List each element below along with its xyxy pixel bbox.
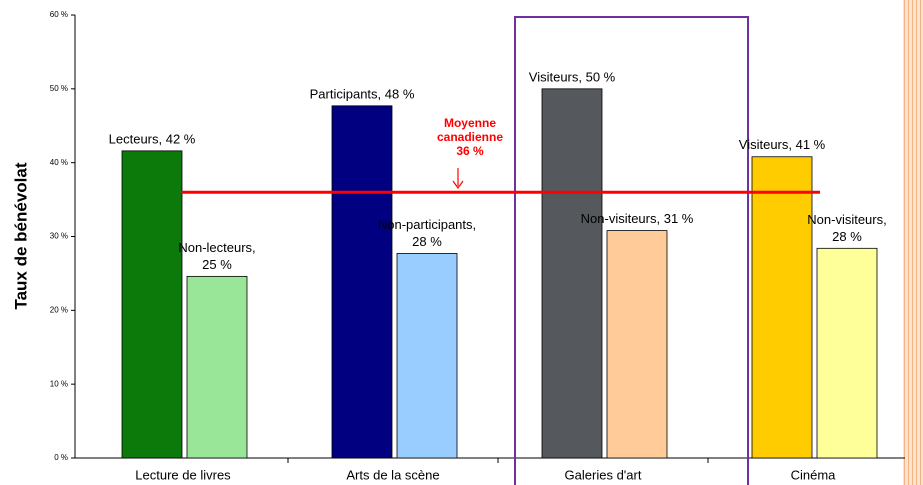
y-tick-label: 0 %	[54, 453, 68, 462]
value-label: 28 %	[832, 229, 862, 244]
annotation: 36 %	[456, 144, 484, 158]
bar	[186, 275, 248, 459]
y-tick-label: 20 %	[50, 305, 68, 314]
value-label: Non-lecteurs,	[178, 240, 255, 255]
highlight-box	[514, 16, 749, 485]
value-label: Non-participants,	[378, 217, 476, 232]
x-tick-label: Cinéma	[791, 467, 837, 482]
bar	[606, 230, 668, 459]
value-label: 28 %	[412, 234, 442, 249]
y-tick-label: 30 %	[50, 232, 68, 241]
y-tick-label: 40 %	[50, 158, 68, 167]
x-tick-label: Arts de la scène	[346, 467, 439, 482]
y-tick-label: 10 %	[50, 379, 68, 388]
x-tick-label: Galeries d'art	[565, 467, 642, 482]
annotation-arrowhead	[452, 180, 464, 190]
bar	[541, 88, 603, 459]
y-axis-label: Taux de bénévolat	[11, 162, 30, 309]
annotation: canadienne	[437, 130, 503, 144]
value-label: 25 %	[202, 257, 232, 272]
value-label: Non-visiteurs,	[807, 212, 886, 227]
bar	[331, 105, 393, 459]
x-tick-label: Lecture de livres	[135, 467, 231, 482]
bar	[816, 247, 878, 459]
value-label: Lecteurs, 42 %	[109, 131, 196, 146]
value-label: Visiteurs, 50 %	[529, 69, 616, 84]
bar	[396, 253, 458, 459]
annotation: Moyenne	[444, 116, 496, 130]
value-label: Participants, 48 %	[310, 86, 415, 101]
value-label: Visiteurs, 41 %	[739, 137, 826, 152]
decor-strip	[903, 0, 923, 485]
y-tick-label: 50 %	[50, 84, 68, 93]
bar	[121, 150, 183, 459]
bar	[751, 156, 813, 459]
y-tick-label: 60 %	[50, 10, 68, 19]
value-label: Non-visiteurs, 31 %	[581, 211, 694, 226]
